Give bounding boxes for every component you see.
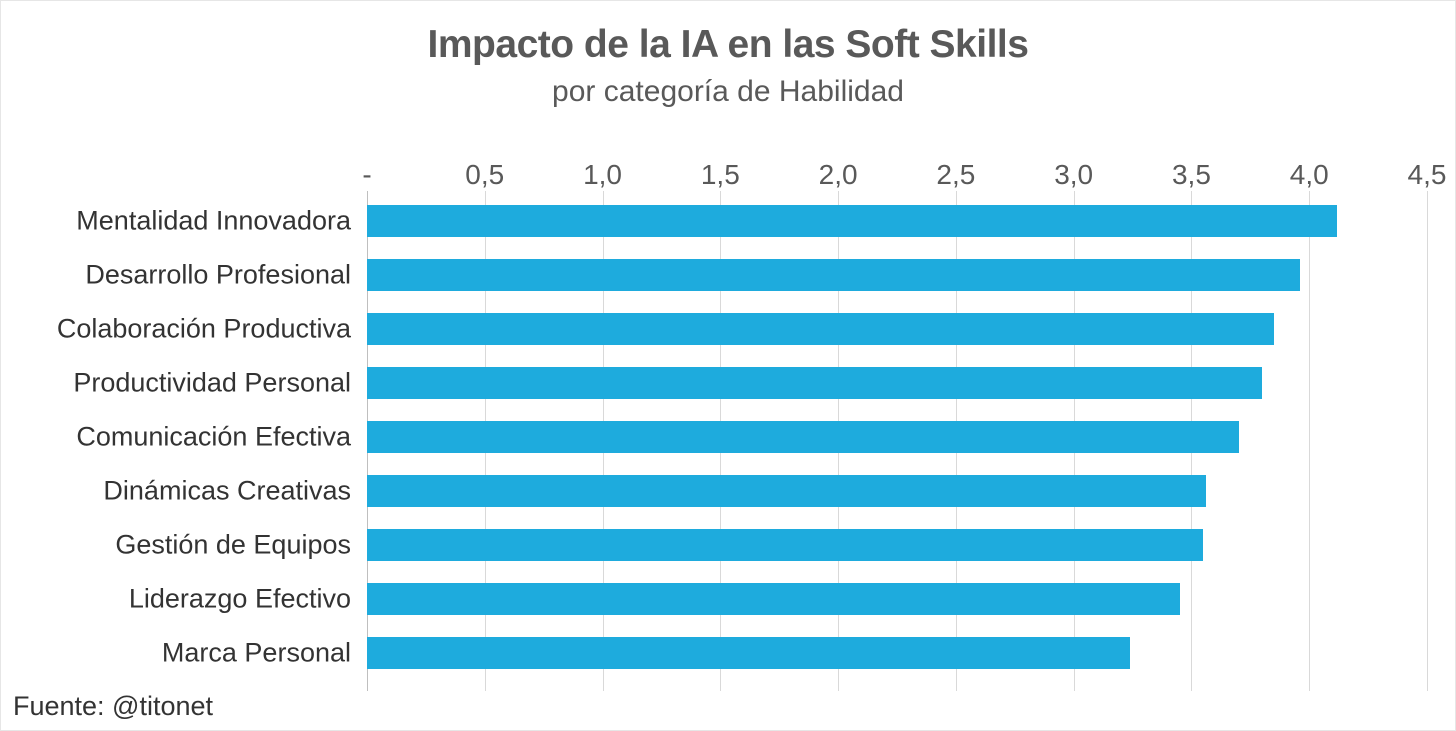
x-tick-label: 0,5	[465, 159, 504, 191]
category-label: Mentalidad Innovadora	[76, 206, 351, 237]
category-label: Colaboración Productiva	[57, 314, 351, 345]
x-tick-label: -	[362, 159, 371, 191]
chart-source: Fuente: @titonet	[13, 691, 213, 722]
bar	[367, 421, 1239, 453]
chart-subtitle: por categoría de Habilidad	[1, 75, 1455, 109]
category-label: Dinámicas Creativas	[103, 476, 351, 507]
category-label: Productividad Personal	[73, 368, 351, 399]
bar	[367, 475, 1206, 507]
x-tick-label: 3,5	[1172, 159, 1211, 191]
x-tick-label: 1,5	[701, 159, 740, 191]
bar	[367, 583, 1180, 615]
bar	[367, 259, 1300, 291]
chart-title: Impacto de la IA en las Soft Skills	[1, 23, 1455, 67]
category-label: Desarrollo Profesional	[85, 260, 351, 291]
bar	[367, 637, 1130, 669]
bar	[367, 313, 1274, 345]
x-tick-label: 3,0	[1054, 159, 1093, 191]
x-tick-label: 2,0	[819, 159, 858, 191]
x-tick-label: 2,5	[936, 159, 975, 191]
plot-area	[367, 191, 1427, 691]
x-tick-label: 1,0	[583, 159, 622, 191]
bar	[367, 205, 1337, 237]
category-label: Gestión de Equipos	[115, 530, 351, 561]
bar	[367, 529, 1203, 561]
gridline	[1427, 191, 1428, 691]
chart-container: Impacto de la IA en las Soft Skills por …	[0, 0, 1456, 731]
gridline	[1309, 191, 1310, 691]
category-label: Marca Personal	[162, 638, 351, 669]
bar	[367, 367, 1262, 399]
category-label: Comunicación Efectiva	[76, 422, 351, 453]
x-tick-label: 4,0	[1290, 159, 1329, 191]
category-label: Liderazgo Efectivo	[129, 584, 351, 615]
x-tick-label: 4,5	[1408, 159, 1447, 191]
